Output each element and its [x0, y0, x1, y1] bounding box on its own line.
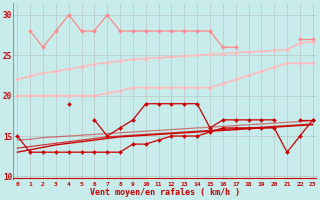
X-axis label: Vent moyen/en rafales ( km/h ): Vent moyen/en rafales ( km/h )	[90, 188, 240, 197]
